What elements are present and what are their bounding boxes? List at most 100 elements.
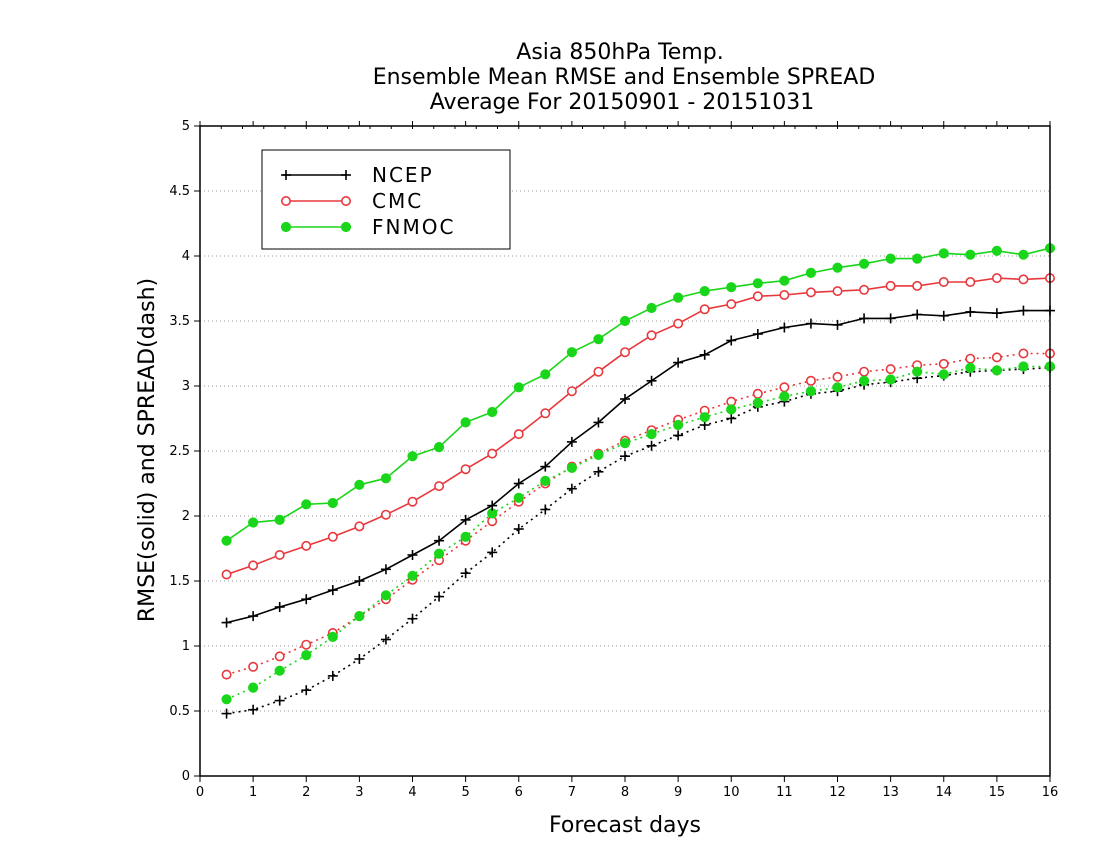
ncep-spread-point	[646, 440, 657, 451]
fnmoc-spread-point	[858, 375, 870, 386]
ncep-rmse-point	[540, 461, 551, 472]
ncep-rmse-point	[487, 500, 498, 511]
cmc-spread-point	[248, 661, 259, 672]
fnmoc-spread-point	[221, 694, 232, 705]
x-tick-label: 5	[461, 785, 469, 800]
ncep-rmse-point	[699, 349, 710, 360]
fnmoc-spread-point	[566, 462, 577, 473]
cmc-rmse-point	[566, 386, 577, 397]
fnmoc-spread-point	[726, 404, 737, 415]
fnmoc-rmse-point	[912, 253, 923, 264]
fnmoc-rmse-point	[991, 245, 1002, 256]
legend-marker-fnmoc	[280, 221, 292, 233]
fnmoc-spread-point	[619, 438, 631, 449]
cmc-rmse-point	[487, 448, 498, 459]
cmc-rmse-point	[726, 299, 737, 310]
cmc-rmse-point	[1018, 274, 1029, 285]
fnmoc-rmse-point	[938, 248, 949, 259]
fnmoc-rmse-point	[779, 275, 790, 286]
cmc-rmse-point	[885, 280, 896, 291]
y-axis-label: RMSE(solid) and SPREAD(dash)	[135, 278, 160, 622]
y-tick-label: 1.5	[169, 574, 190, 589]
ncep-rmse-point	[779, 322, 790, 333]
ncep-spread-point	[540, 504, 551, 515]
ncep-rmse-point	[407, 550, 418, 560]
fnmoc-spread-point	[991, 365, 1002, 376]
ncep-rmse-point	[912, 309, 923, 320]
fnmoc-spread-point	[540, 475, 551, 486]
ncep-spread-point	[221, 708, 232, 719]
ncep-rmse-point	[354, 576, 365, 586]
fnmoc-rmse-point	[487, 406, 498, 418]
chart-title-line-2: Ensemble Mean RMSE and Ensemble SPREAD	[373, 65, 876, 90]
ncep-spread-point	[434, 591, 445, 602]
fnmoc-rmse-point	[433, 442, 445, 453]
x-tick-label: 1	[249, 785, 257, 800]
cmc-rmse-point	[540, 408, 551, 419]
fnmoc-spread-point	[779, 391, 790, 402]
y-tick-label: 4	[182, 249, 190, 264]
cmc-spread-line	[226, 352, 1050, 676]
y-tick-label: 3.5	[169, 314, 190, 329]
fnmoc-rmse-point	[221, 535, 232, 546]
x-tick-label: 9	[674, 785, 682, 800]
fnmoc-spread-point	[1018, 361, 1029, 372]
fnmoc-rmse-point	[274, 514, 285, 526]
y-tick-label: 0.5	[169, 704, 190, 719]
cmc-spread-point	[779, 382, 790, 393]
fnmoc-spread-point	[699, 412, 710, 423]
fnmoc-rmse-point	[301, 499, 312, 510]
fnmoc-spread-point	[327, 631, 338, 643]
cmc-rmse-line	[226, 277, 1051, 576]
fnmoc-rmse-point	[380, 473, 392, 484]
cmc-rmse-point	[380, 509, 391, 520]
legend-label-cmc: CMC	[372, 189, 423, 213]
ncep-rmse-point	[380, 564, 391, 575]
cmc-rmse-point	[646, 330, 657, 341]
fnmoc-spread-line	[226, 365, 1050, 701]
fnmoc-rmse-point	[965, 249, 976, 260]
cmc-rmse-point	[434, 481, 445, 492]
ncep-spread-point	[380, 634, 391, 645]
ncep-rmse-point	[434, 535, 445, 546]
ncep-spread-point	[248, 704, 259, 715]
chart-title-line-1: Asia 850hPa Temp.	[516, 40, 723, 65]
ncep-spread-point	[487, 547, 498, 558]
ncep-rmse-point	[646, 375, 657, 386]
fnmoc-rmse-point	[327, 497, 338, 509]
fnmoc-rmse-point	[752, 278, 763, 289]
y-tick-label: 2.5	[169, 444, 190, 459]
legend-marker-ncep	[281, 170, 291, 180]
cmc-spread-point	[885, 364, 896, 375]
cmc-rmse-point	[965, 276, 976, 287]
legend-marker-ncep	[341, 170, 351, 180]
ncep-spread-point	[354, 654, 365, 664]
ncep-rmse-point	[620, 394, 630, 404]
ncep-spread-point	[301, 685, 312, 696]
cmc-spread-point	[805, 375, 816, 386]
fnmoc-spread-point	[460, 531, 471, 542]
ncep-spread-point	[726, 413, 737, 424]
fnmoc-rmse-point	[726, 282, 737, 293]
fnmoc-rmse-point	[673, 292, 684, 303]
fnmoc-spread-point	[673, 419, 684, 431]
legend-label-fnmoc: FNMOC	[372, 215, 455, 239]
fnmoc-rmse-point	[805, 267, 817, 278]
ncep-rmse-point	[726, 335, 737, 346]
fnmoc-spread-point	[832, 382, 843, 393]
fnmoc-spread-point	[248, 682, 259, 693]
fnmoc-spread-point	[752, 397, 763, 408]
ncep-spread-point	[274, 695, 285, 706]
fnmoc-rmse-point	[1018, 249, 1029, 260]
x-tick-label: 3	[355, 785, 363, 800]
cmc-rmse-point	[805, 287, 816, 298]
cmc-rmse-point	[779, 289, 790, 300]
ticks-layer: 00.511.522.533.544.550 1 2 3 4 5 6 7 8 9 10 11 12 13 1…	[169, 119, 1058, 800]
cmc-rmse-point	[301, 540, 312, 551]
x-tick-label: 12	[829, 785, 846, 800]
x-tick-label: 10	[723, 785, 740, 800]
ncep-rmse-point	[805, 318, 816, 329]
ncep-rmse-point	[327, 585, 338, 596]
cmc-rmse-point	[752, 291, 763, 302]
